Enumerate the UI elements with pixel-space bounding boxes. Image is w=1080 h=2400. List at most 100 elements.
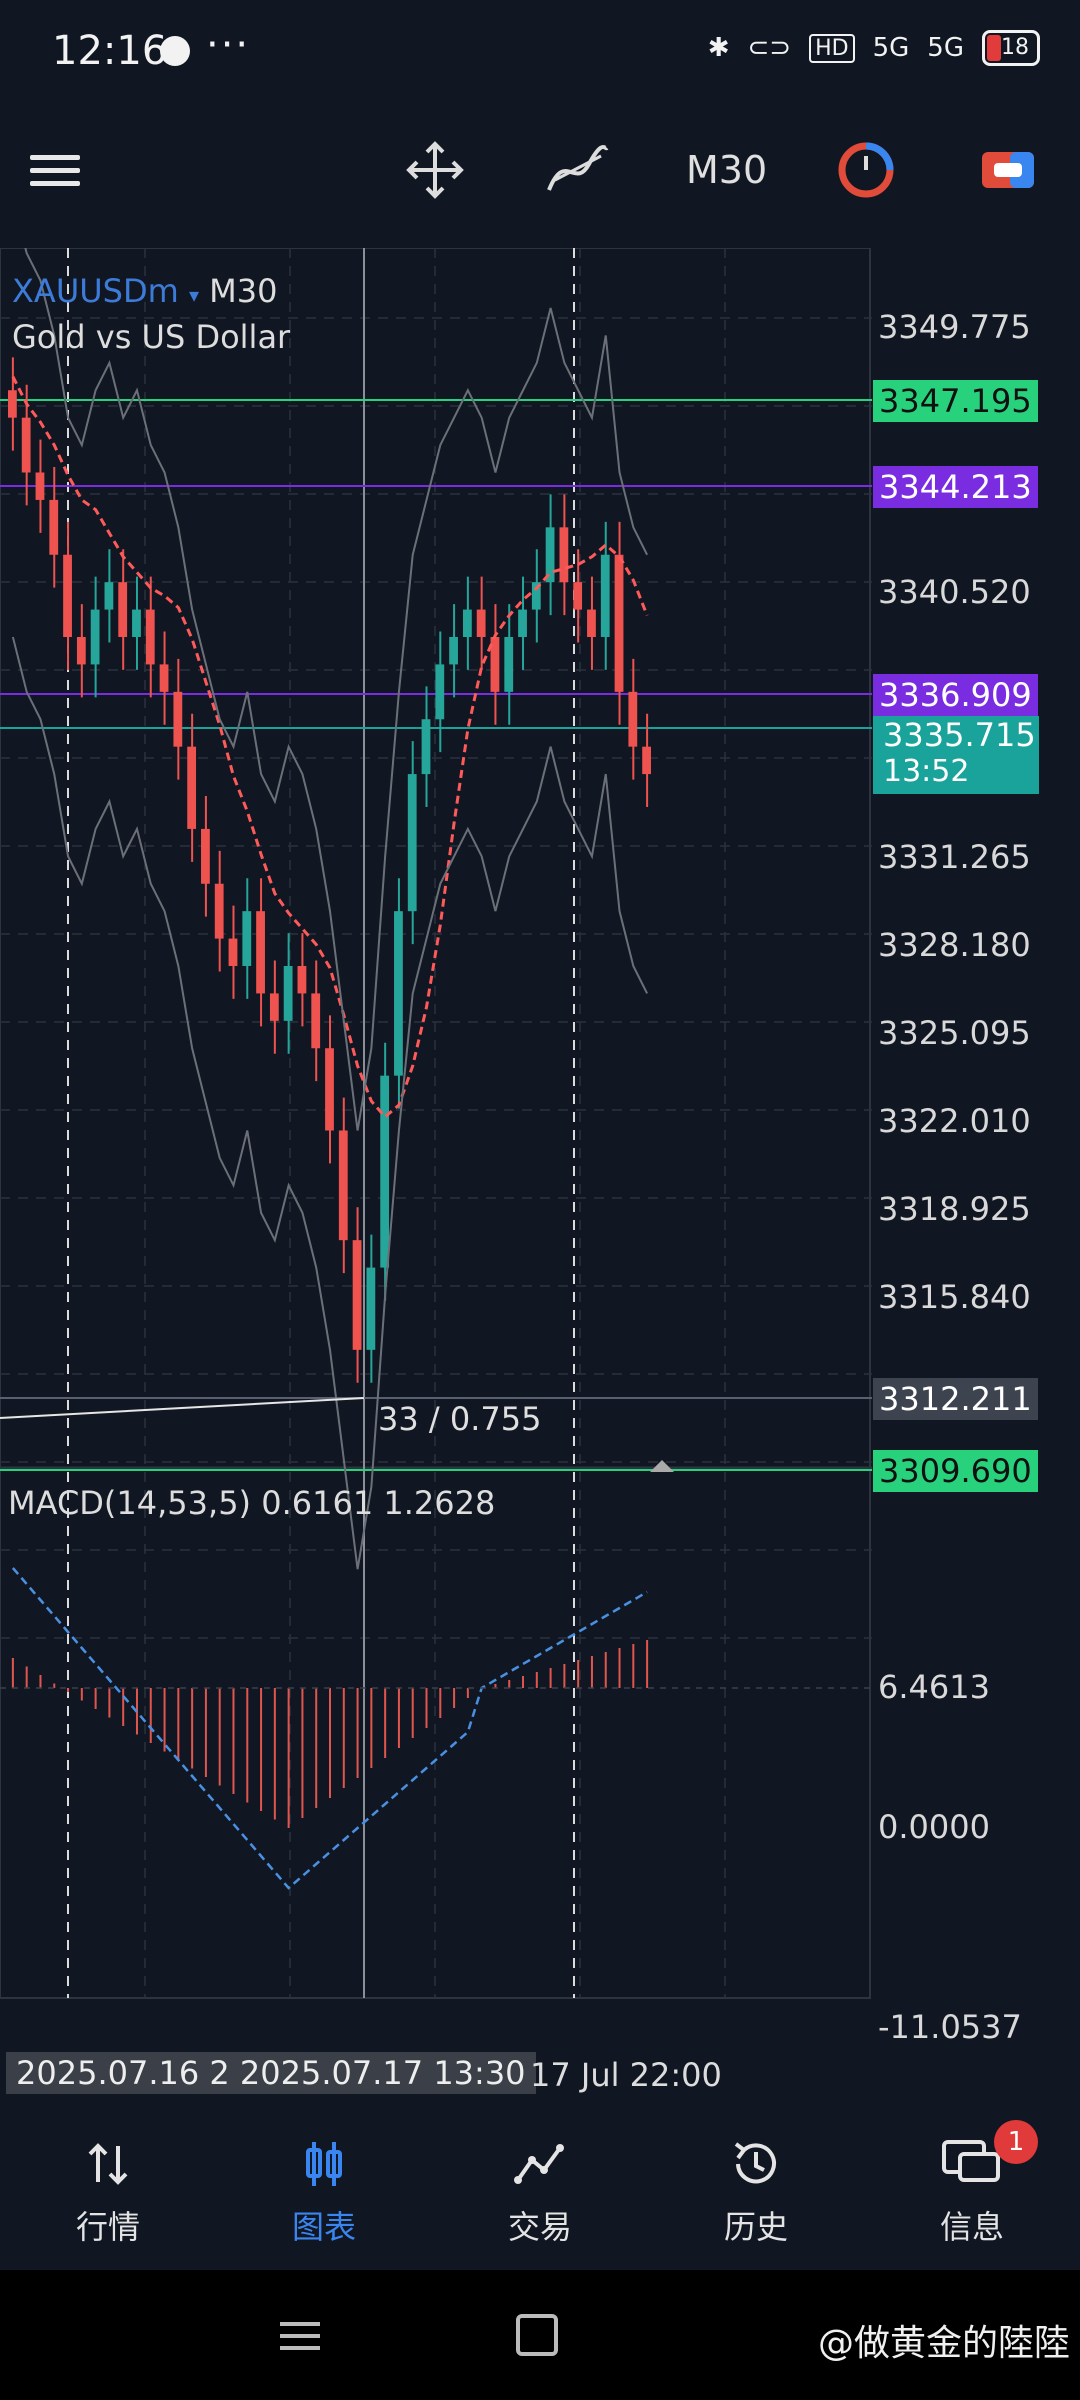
price-tick: 3318.925 [878,1190,1031,1228]
price-tick: 3331.265 [878,838,1031,876]
candle [201,828,210,884]
price-tag-purple-mid: 3336.909 [873,674,1038,716]
moving-average-line [11,375,649,1119]
nav-trade[interactable]: 交易 [432,2110,648,2270]
trade-clock-icon[interactable] [836,140,896,200]
candle [90,609,100,665]
nav-label: 历史 [723,2208,788,2246]
macd-tick: -11.0537 [878,2008,1022,2046]
chart-frame [0,248,871,1999]
nav-label: 行情 [75,2208,140,2246]
measure-readout: 33 / 0.755 [378,1400,542,1438]
candle [35,472,45,500]
candle [21,417,31,473]
candle [449,637,458,665]
candle [104,582,114,610]
price-tick: 3325.095 [878,1014,1031,1052]
indicators-icon[interactable] [545,140,609,200]
symbol-label[interactable]: XAUUSDm ▾ M30 [12,272,278,310]
history-icon [730,2132,782,2196]
candle [173,691,183,747]
scroll-marker-icon [650,1460,674,1472]
nav-history[interactable]: 历史 [648,2110,864,2270]
candle [338,1130,348,1241]
signal-5g-2-icon: 5G [927,33,964,63]
crosshair-move-icon[interactable] [405,140,465,200]
time-axis-label: 17 Jul 22:00 [530,2056,722,2094]
candle [159,664,169,692]
candle [132,609,141,638]
price-tag-gray: 3312.211 [873,1378,1038,1420]
candle [228,938,238,967]
candle [587,609,596,638]
home-icon[interactable] [516,2314,558,2356]
candle [476,609,486,638]
candle [407,774,417,912]
candle [642,746,651,775]
price-tag-purple: 3344.213 [873,466,1038,508]
candle [352,1240,362,1350]
account-icon[interactable] [980,140,1036,200]
candle [614,554,624,692]
macd-tick: 0.0000 [878,1808,990,1846]
candle [518,609,527,638]
nav-quotes[interactable]: 行情 [0,2110,216,2270]
nav-messages[interactable]: 1 信息 [864,2110,1080,2270]
candle [256,911,265,994]
price-axis: 3349.775 3340.520 3331.265 3328.180 3325… [872,248,1080,2048]
candle [366,1267,376,1350]
candle [145,609,155,665]
hd-icon: HD [809,33,855,63]
candle [63,554,72,638]
status-bar: 12:16 ··· ✱ ⊂⊃ HD 5G 5G 18 [0,0,1080,110]
status-time: 12:16 [52,28,168,74]
band-upper [24,248,648,1131]
macd-tick: 6.4613 [878,1668,990,1706]
price-chart[interactable] [0,248,872,2048]
price-tick: 3328.180 [878,926,1031,964]
timeframe-button[interactable]: M30 [686,148,768,192]
candle [559,527,569,583]
trade-line-icon [514,2132,566,2196]
current-price-tag: 3335.715 13:52 [873,716,1039,794]
chat-icon [942,2132,1002,2196]
candle [214,883,224,939]
candle [49,499,59,555]
price-tick: 3315.840 [878,1278,1031,1316]
candle [311,993,321,1049]
candle [242,911,252,967]
band-lower [11,636,648,1570]
candle [600,554,610,638]
candle [76,637,86,665]
candle [269,993,279,1021]
price-tick: 3340.520 [878,573,1031,611]
bottom-navigation: 行情 图表 交易 历史 1 信息 [0,2110,1080,2270]
crosshair-time-label: 2025.07.16 2 2025.07.17 13:30 [6,2052,536,2094]
recent-apps-icon[interactable] [280,2314,320,2358]
candle [8,390,17,418]
candle [118,582,128,638]
macd-label: MACD(14,53,5) 0.6161 1.2628 [8,1484,496,1522]
watermark: @做黄金的陸陸 [817,2323,1070,2364]
candle [394,911,403,1076]
system-navigation-bar [0,2270,1080,2400]
candle [297,966,307,994]
candle [380,1075,390,1268]
signal-5g-icon: 5G [872,33,910,63]
nav-chart[interactable]: 图表 [216,2110,432,2270]
candle [504,637,514,692]
nav-label: 图表 [291,2208,356,2246]
measure-line [0,1397,365,1419]
nav-label: 信息 [939,2208,1004,2246]
candle [545,527,555,583]
candle [187,746,197,829]
candle [573,582,583,610]
link-icon: ⊂⊃ [747,33,792,63]
price-tick: 3322.010 [878,1102,1031,1140]
candle [628,691,638,747]
candle [325,1048,334,1131]
candle [283,966,293,1021]
candle [531,582,541,610]
menu-icon[interactable] [30,140,80,200]
more-notifications-icon: ··· [206,22,251,68]
